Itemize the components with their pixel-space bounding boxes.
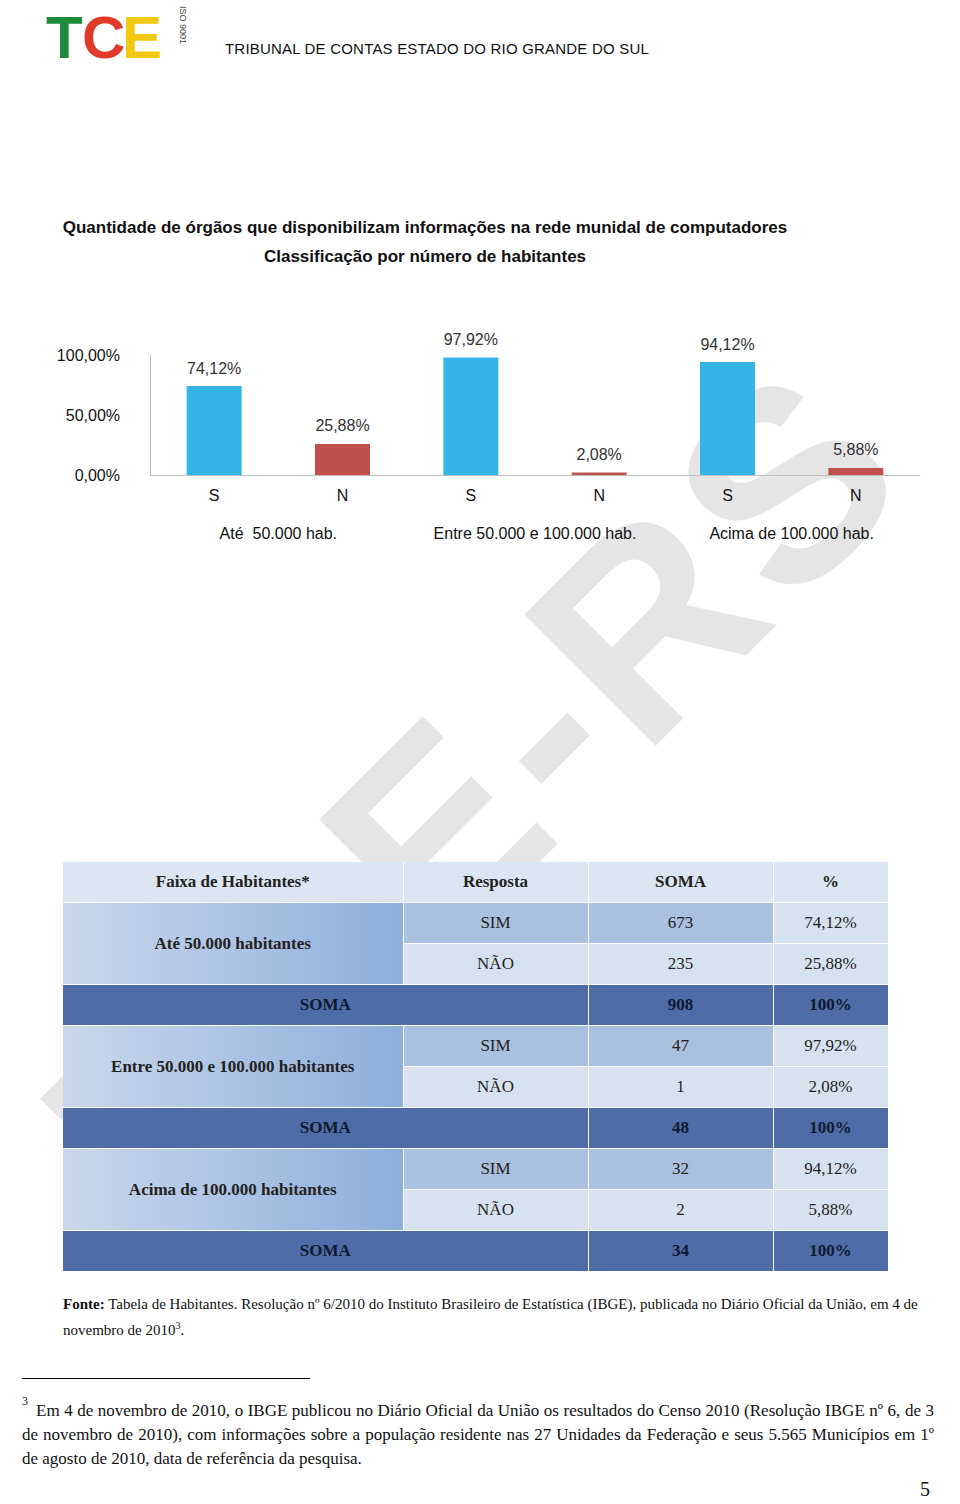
html-text:74,12%: 74,12% [804, 913, 857, 932]
svg-text:50,00%: 50,00% [66, 407, 120, 424]
html-text:Fonte: Tabela de Habitantes. R: Fonte: Tabela de Habitantes. Resolução n… [63, 1296, 918, 1338]
html-text:Resposta: Resposta [462, 872, 529, 891]
html-text:5: 5 [920, 1478, 930, 1500]
html-text:3.: 3. [175, 1320, 185, 1338]
svg-text:Acima de 100.000 hab.: Acima de 100.000 hab. [709, 525, 874, 542]
svg-text:N: N [337, 487, 349, 504]
html-text:235: 235 [667, 954, 694, 973]
html-text:1: 1 [676, 1077, 685, 1096]
html-text:25,88%: 25,88% [804, 954, 857, 973]
html-text:Acima de 100.000 habitantes: Acima de 100.000 habitantes [128, 1179, 337, 1199]
svg-text:0,00%: 0,00% [75, 467, 120, 484]
svg-text:S: S [465, 487, 476, 504]
html-text:97,92%: 97,92% [804, 1036, 857, 1055]
html-text:NÃO: NÃO [477, 1200, 514, 1219]
html-text:100%: 100% [809, 1118, 852, 1137]
html-text:34: 34 [672, 1241, 689, 1260]
html-text:SIM: SIM [480, 1159, 511, 1178]
html-text:908: 908 [667, 995, 694, 1014]
html-text:SOMA: SOMA [299, 995, 351, 1014]
html-text:Entre 50.000 e 100.000 habitan: Entre 50.000 e 100.000 habitantes [111, 1056, 355, 1076]
svg-text:74,12%: 74,12% [187, 360, 241, 377]
html-text:Até 50.000 habitantes: Até 50.000 habitantes [154, 933, 311, 953]
svg-text:S: S [209, 487, 220, 504]
html-text:NÃO: NÃO [477, 1077, 514, 1096]
svg-text:E: E [122, 4, 162, 64]
html-text:SIM: SIM [480, 1036, 511, 1055]
html-text:SOMA: SOMA [299, 1118, 351, 1137]
svg-text:5,88%: 5,88% [833, 441, 878, 458]
svg-text:Classificação por número de ha: Classificação por número de habitantes [264, 247, 586, 266]
svg-text:C: C [82, 4, 125, 64]
svg-text:N: N [850, 487, 862, 504]
svg-text:Até 50.000 hab.: Até 50.000 hab. [220, 525, 337, 542]
svg-text:2,08%: 2,08% [576, 446, 621, 463]
html-text:Faixa de Habitantes*: Faixa de Habitantes* [155, 872, 310, 891]
html-text:TRIBUNAL DE CONTAS ESTADO DO R: TRIBUNAL DE CONTAS ESTADO DO RIO GRANDE … [225, 40, 649, 57]
svg-text:N: N [593, 487, 605, 504]
svg-text:100,00%: 100,00% [57, 347, 120, 364]
html-text:2: 2 [676, 1200, 685, 1219]
html-text:Em 4 de novembro de 2010, o IB: Em 4 de novembro de 2010, o IBGE publico… [22, 1400, 934, 1468]
html-text:2,08%: 2,08% [808, 1077, 853, 1096]
html-text:32: 32 [672, 1159, 689, 1178]
html-text:673: 673 [667, 913, 694, 932]
html-text:SOMA: SOMA [655, 872, 706, 891]
html-text:100%: 100% [809, 995, 852, 1014]
html-text:94,12%: 94,12% [804, 1159, 857, 1178]
svg-text:ISO 9001: ISO 9001 [178, 6, 188, 44]
svg-text:97,92%: 97,92% [444, 331, 498, 348]
svg-text:94,12%: 94,12% [700, 336, 754, 353]
html-text:3: 3 [22, 1394, 28, 1408]
html-text:47: 47 [672, 1036, 689, 1055]
html-text:NÃO: NÃO [477, 954, 514, 973]
svg-text:T: T [46, 4, 83, 64]
svg-text:Quantidade de órgãos que dispo: Quantidade de órgãos que disponibilizam … [63, 218, 788, 237]
html-text:SIM: SIM [480, 913, 511, 932]
svg-text:Entre 50.000 e 100.000 hab.: Entre 50.000 e 100.000 hab. [434, 525, 637, 542]
svg-text:S: S [722, 487, 733, 504]
html-text:SOMA: SOMA [299, 1241, 351, 1260]
html-text:5,88%: 5,88% [808, 1200, 853, 1219]
svg-text:25,88%: 25,88% [315, 417, 369, 434]
html-text:48: 48 [672, 1118, 689, 1137]
html-text:100%: 100% [809, 1241, 852, 1260]
